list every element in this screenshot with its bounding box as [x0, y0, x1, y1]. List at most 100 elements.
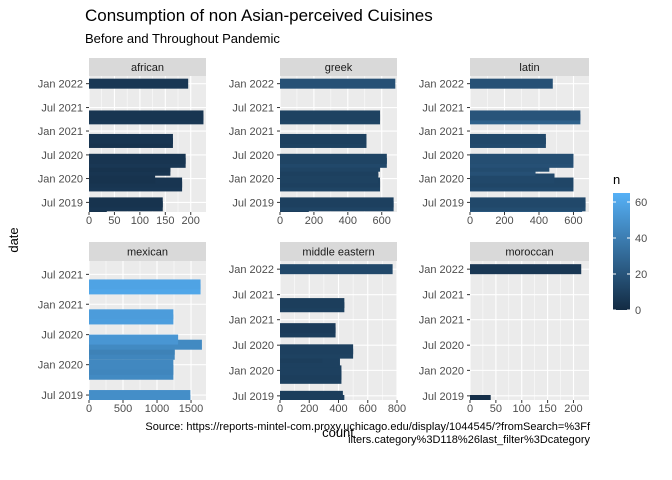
legend-tick-label: 40 [635, 233, 647, 245]
x-tick-label: 500 [114, 403, 132, 415]
legend-tick-label: 60 [635, 197, 647, 209]
y-tick-label: Jul 2019 [232, 197, 274, 209]
legend-colorbar [613, 193, 630, 310]
facet-strip-label: african [131, 62, 164, 74]
y-tick-label: Jan 2022 [229, 264, 274, 276]
y-tick-label: Jul 2021 [41, 103, 83, 115]
facet-latin: latin Jul 2019 Jan 2020 Jul 2020 Jan 2021 Jul… [419, 58, 589, 227]
panel-background [470, 261, 589, 400]
facet-strip-label: middle eastern [302, 247, 374, 259]
y-tick-label: Jul 2020 [422, 150, 464, 162]
facet-strip [89, 58, 206, 76]
facet-strip-label: mexican [127, 247, 168, 259]
y-tick-label: Jan 2022 [229, 79, 274, 91]
y-tick-label: Jan 2022 [419, 264, 464, 276]
bar-greek [280, 197, 394, 208]
x-tick-label: 600 [359, 403, 377, 415]
facet-strip [470, 242, 589, 261]
y-tick-label: Jan 2021 [419, 315, 464, 327]
chart-subtitle: Before and Throughout Pandemic [85, 31, 280, 46]
caption-line-1: Source: https://reports-mintel-com.proxy… [145, 421, 591, 433]
facet-moroccan: moroccan Jul 2019 Jan 2020 Jul 2020 Jan 2021… [419, 242, 589, 415]
y-tick-label: Jul 2021 [41, 269, 83, 281]
x-tick-label: 200 [564, 403, 582, 415]
y-tick-label: Jan 2021 [419, 126, 464, 138]
caption-line-2: ilters.category%3D118%26last_filter%3Dca… [348, 434, 590, 446]
y-tick-label: Jan 2022 [419, 79, 464, 91]
y-tick-label: Jul 2021 [422, 290, 464, 302]
x-tick-label: 1000 [145, 403, 169, 415]
legend-tick-label: 20 [635, 269, 647, 281]
bar-mexican [89, 364, 174, 375]
bar-mexican [89, 390, 191, 400]
y-tick-label: Jan 2022 [38, 79, 83, 91]
facet-strip [280, 58, 397, 76]
legend-tick-label: 0 [635, 305, 641, 317]
x-tick-label: 200 [305, 215, 323, 227]
y-tick-label: Jan 2020 [229, 365, 274, 377]
bar-middle-eastern [280, 344, 354, 355]
bar-moroccan [470, 264, 582, 275]
y-tick-label: Jan 2020 [419, 174, 464, 186]
y-tick-label: Jul 2020 [41, 330, 83, 342]
bar-african [89, 197, 163, 208]
facet-strip-label: latin [519, 62, 539, 74]
facet-strip [280, 242, 397, 261]
facet-middle-eastern: middle eastern Jul 2019 Jan 2020 Jul 2020 Ja… [229, 242, 406, 415]
bar-mexican [89, 359, 174, 370]
facet-strip-label: greek [325, 62, 353, 74]
bar-latin [470, 78, 553, 89]
chart-title: Consumption of non Asian-perceived Cuisi… [85, 6, 433, 25]
x-axis-title: count [322, 425, 354, 440]
y-tick-label: Jan 2020 [38, 360, 83, 372]
x-tick-label: 600 [373, 215, 391, 227]
x-tick-label: 0 [277, 215, 283, 227]
bar-mexican [89, 334, 179, 345]
x-tick-label: 400 [329, 403, 347, 415]
x-tick-label: 200 [495, 215, 513, 227]
x-tick-label: 400 [339, 215, 357, 227]
bar-middle-eastern [280, 264, 393, 275]
bar-middle-eastern [280, 323, 336, 334]
legend-title: n [613, 172, 620, 187]
bar-greek [280, 133, 367, 144]
y-tick-label: Jan 2021 [229, 126, 274, 138]
y-tick-label: Jul 2019 [422, 391, 464, 403]
y-tick-label: Jan 2021 [38, 299, 83, 311]
bar-middle-eastern [280, 365, 342, 376]
x-tick-label: 100 [131, 215, 149, 227]
bar-african [89, 173, 156, 184]
y-tick-label: Jul 2020 [422, 340, 464, 352]
bar-greek [280, 78, 396, 89]
x-tick-label: 200 [300, 403, 318, 415]
bar-latin [470, 173, 555, 184]
y-tick-label: Jul 2019 [422, 197, 464, 209]
y-tick-label: Jul 2020 [232, 150, 274, 162]
bar-mexican [89, 339, 202, 350]
x-tick-label: 400 [530, 215, 548, 227]
y-axis-title: date [6, 227, 21, 252]
x-tick-label: 50 [490, 403, 502, 415]
y-tick-label: Jul 2019 [232, 391, 274, 403]
y-tick-label: Jul 2020 [41, 150, 83, 162]
y-tick-label: Jan 2021 [229, 315, 274, 327]
facet-strip [470, 58, 589, 76]
bar-mexican [89, 309, 174, 320]
y-tick-label: Jul 2019 [41, 197, 83, 209]
facet-strip [89, 242, 206, 261]
y-tick-label: Jan 2021 [38, 126, 83, 138]
bar-middle-eastern [280, 298, 345, 309]
bar-middle-eastern [280, 390, 343, 400]
x-tick-label: 0 [86, 403, 92, 415]
y-tick-label: Jul 2021 [232, 290, 274, 302]
x-tick-label: 0 [467, 215, 473, 227]
facet-greek: greek Jul 2019 Jan 2020 Jul 2020 Jan 2021 Jul… [229, 58, 397, 227]
bar-latin [470, 153, 574, 164]
x-tick-label: 100 [513, 403, 531, 415]
bar-greek [280, 153, 387, 164]
bar-latin [470, 133, 546, 144]
bar-african [89, 110, 204, 121]
facet-mexican: mexican Jul 2019 Jan 2020 Jul 2020 Jan 2021 J… [38, 242, 206, 415]
